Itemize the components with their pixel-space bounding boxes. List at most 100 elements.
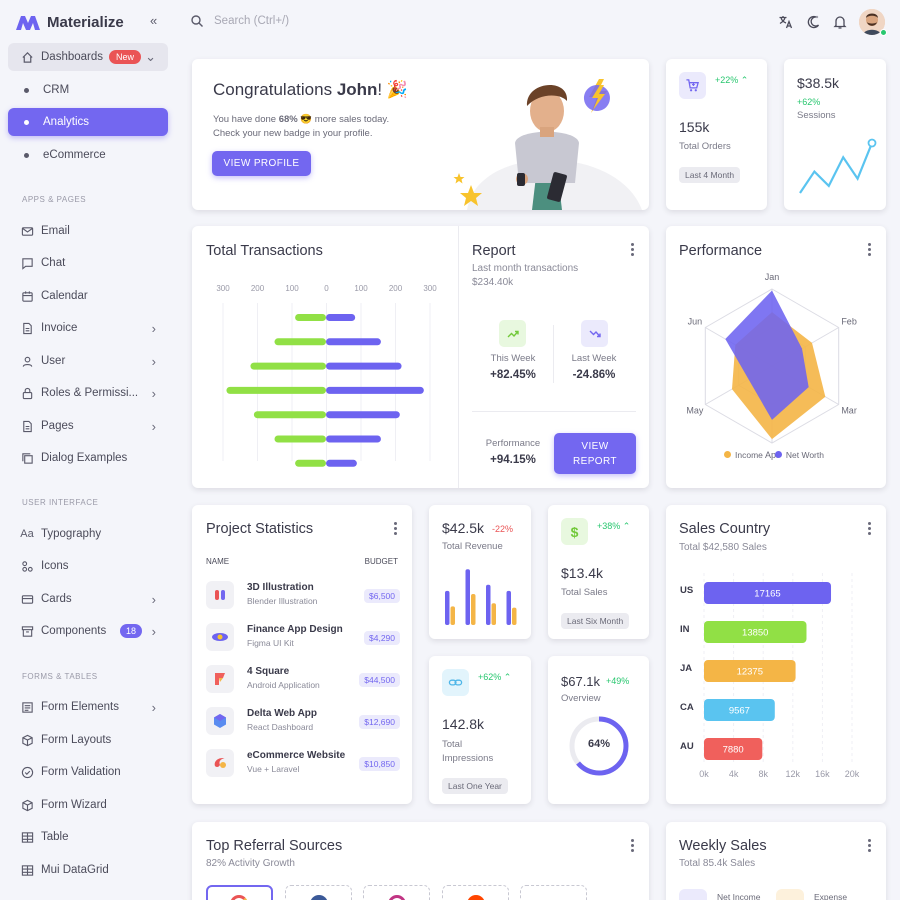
sidebar-item-user[interactable]: User ›	[8, 347, 168, 375]
bar-negative	[295, 314, 326, 321]
project-name: 4 Square	[247, 666, 290, 677]
chevron-right-icon: ›	[151, 591, 156, 607]
sidebar-item-roles[interactable]: Roles & Permissi... ›	[8, 379, 168, 407]
sessions-label: Sessions	[797, 110, 836, 121]
report-amount: $234.40k	[472, 277, 514, 288]
app-logo[interactable]: Materialize	[16, 12, 124, 32]
legend-income: Income	[724, 450, 763, 460]
user-icon	[20, 354, 34, 368]
referral-tab-facebook[interactable]	[285, 885, 352, 900]
congrats-title-prefix: Congratulations	[213, 80, 337, 99]
referral-subtitle: 82% Activity Growth	[206, 858, 295, 869]
radar-series	[725, 290, 809, 420]
sales-country-more-icon[interactable]	[868, 522, 872, 535]
moon-icon[interactable]	[805, 14, 821, 30]
referral-tab-instagram[interactable]	[363, 885, 430, 900]
sidebar-item-form-wizard[interactable]: Form Wizard	[8, 791, 168, 819]
weekly-subtitle: Total 85.4k Sales	[679, 858, 756, 869]
table-row[interactable]: 3D Illustration Blender Illustration $6,…	[206, 579, 400, 609]
sidebar-item-email[interactable]: Email	[8, 217, 168, 245]
revenue-bar-secondary	[512, 607, 517, 625]
tick-label: 20k	[845, 769, 860, 779]
sidebar-item-label: Analytics	[43, 116, 90, 128]
sidebar-item-dashboards[interactable]: Dashboards New ⌄	[8, 43, 168, 71]
country-bar	[704, 738, 763, 760]
sidebar-item-typography[interactable]: Aa Typography	[8, 520, 168, 548]
bullet-icon	[24, 152, 29, 158]
sidebar-item-form-elements[interactable]: Form Elements ›	[8, 693, 168, 721]
cube-icon	[20, 798, 34, 812]
bell-icon[interactable]	[832, 14, 848, 30]
table-row[interactable]: eCommerce Website Vue + Laravel $10,850	[206, 747, 400, 777]
projects-more-icon[interactable]	[394, 522, 398, 535]
sidebar-item-analytics[interactable]: Analytics	[8, 108, 168, 136]
bar-value-label: 13850	[742, 628, 768, 639]
collapse-sidebar-icon[interactable]: «	[150, 13, 158, 28]
revenue-bar-primary	[465, 569, 470, 625]
sidebar-item-form-layouts[interactable]: Form Layouts	[8, 726, 168, 754]
search-icon[interactable]	[190, 14, 204, 28]
search-input[interactable]: Search (Ctrl+/)	[214, 15, 290, 27]
revenue-bar-secondary	[471, 594, 476, 625]
orders-change-value: +22%	[715, 75, 739, 85]
country-label: CA	[680, 702, 694, 713]
radar-axis-label: Feb	[841, 317, 857, 327]
project-budget: $10,850	[359, 757, 400, 771]
chevron-right-icon: ›	[151, 353, 156, 369]
translate-icon[interactable]	[778, 14, 794, 30]
performance-more-icon[interactable]	[868, 243, 872, 256]
referral-tab-reddit[interactable]	[442, 885, 509, 900]
delta-web-app-icon	[206, 707, 234, 735]
copy-icon	[20, 451, 34, 465]
bar-value-label: 17165	[754, 589, 780, 600]
sidebar-item-cards[interactable]: Cards ›	[8, 585, 168, 613]
total-sales-change: +38% ⌃	[597, 521, 631, 531]
performance-legend: Income Net Worth	[724, 450, 824, 460]
tick-label: 200	[389, 284, 403, 293]
impressions-label-line: Impressions	[442, 753, 494, 764]
sessions-end-point	[867, 138, 877, 148]
view-profile-button[interactable]: VIEW PROFILE	[212, 151, 311, 176]
performance-label: Performance	[485, 438, 541, 449]
sidebar-item-components[interactable]: Components 18 ›	[8, 617, 168, 645]
this-week-label: This Week	[490, 353, 536, 364]
sidebar-item-label: Form Layouts	[41, 734, 112, 746]
total-orders-card: +22% ⌃ 155k Total Orders Last 4 Month	[666, 59, 767, 210]
sidebar-item-label: Invoice	[41, 322, 78, 334]
radar-axis-label: Apr	[765, 450, 779, 460]
sidebar-item-ecommerce[interactable]: eCommerce	[8, 141, 168, 169]
bullet-icon	[24, 87, 29, 93]
sidebar-item-table[interactable]: Table	[8, 823, 168, 851]
sales-country-title: Sales Country	[679, 521, 771, 537]
sidebar-item-calendar[interactable]: Calendar	[8, 282, 168, 310]
referral-more-icon[interactable]	[631, 839, 635, 852]
sidebar-item-form-validation[interactable]: Form Validation	[8, 758, 168, 786]
project-category: Figma UI Kit	[247, 638, 294, 648]
table-row[interactable]: Delta Web App React Dashboard $12,690	[206, 705, 400, 735]
typography-icon: Aa	[20, 528, 34, 540]
sidebar-item-pages[interactable]: Pages ›	[8, 412, 168, 440]
project-statistics-card: Project Statistics NAME BUDGET 3D Illust…	[192, 505, 412, 804]
sidebar-item-crm[interactable]: CRM	[8, 76, 168, 104]
referral-tab-google[interactable]	[206, 885, 273, 900]
sidebar-item-mui-datagrid[interactable]: Mui DataGrid	[8, 856, 168, 884]
performance-radar-chart: Jan Feb Mar Apr May Jun	[686, 272, 857, 460]
table-row[interactable]: 4 Square Android Application $44,500	[206, 663, 400, 693]
report-more-icon[interactable]	[631, 243, 635, 256]
project-category: React Dashboard	[247, 722, 314, 732]
table-row[interactable]: Finance App Design Figma UI Kit $4,290	[206, 621, 400, 651]
tick-label: 100	[285, 284, 299, 293]
logo-icon	[16, 16, 40, 30]
sidebar-item-label: Form Elements	[41, 701, 119, 713]
weekly-more-icon[interactable]	[868, 839, 872, 852]
tick-label: 300	[423, 284, 437, 293]
revenue-bar-primary	[486, 584, 491, 625]
view-report-button[interactable]: VIEW REPORT	[554, 433, 636, 474]
sidebar-item-chat[interactable]: Chat	[8, 249, 168, 277]
sidebar-item-label: Form Wizard	[41, 799, 107, 811]
sidebar-item-invoice[interactable]: Invoice ›	[8, 314, 168, 342]
sidebar-item-icons[interactable]: Icons	[8, 552, 168, 580]
project-budget: $44,500	[359, 673, 400, 687]
referral-add-button[interactable]	[520, 885, 587, 900]
sidebar-item-dialog-examples[interactable]: Dialog Examples	[8, 444, 168, 472]
